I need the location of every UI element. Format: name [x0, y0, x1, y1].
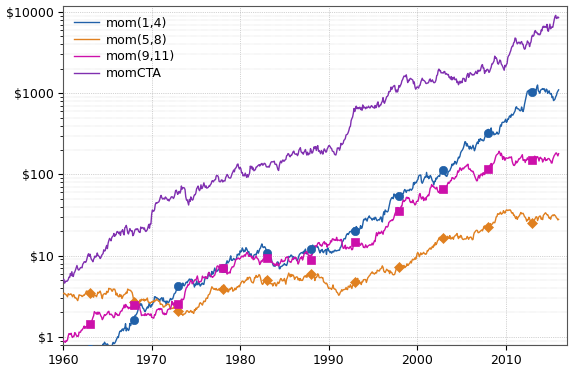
momCTA — [60, 278, 66, 282]
mom(9,11) — [496, 149, 503, 153]
mom(1,4) — [349, 231, 356, 235]
mom(1,4) — [462, 140, 469, 144]
mom(1,4) — [60, 371, 67, 373]
mom(1,4) — [551, 98, 558, 102]
mom(5,8) — [349, 283, 356, 288]
mom(5,8) — [60, 291, 66, 295]
momCTA — [550, 21, 557, 26]
momCTA — [462, 79, 469, 84]
mom(9,11) — [510, 163, 517, 167]
momCTA — [552, 13, 559, 18]
mom(5,8) — [551, 213, 558, 217]
mom(9,11) — [384, 223, 391, 228]
mom(9,11) — [62, 340, 69, 345]
mom(9,11) — [349, 247, 356, 251]
mom(5,8) — [555, 217, 562, 222]
Line: momCTA: momCTA — [63, 15, 559, 283]
momCTA — [555, 16, 562, 20]
Line: mom(9,11): mom(9,11) — [63, 151, 559, 342]
mom(1,4) — [60, 368, 66, 372]
momCTA — [384, 93, 391, 97]
momCTA — [61, 281, 68, 285]
mom(1,4) — [509, 113, 516, 117]
mom(5,8) — [384, 269, 391, 273]
mom(9,11) — [446, 180, 453, 184]
mom(1,4) — [555, 88, 562, 92]
mom(5,8) — [510, 213, 517, 217]
mom(1,4) — [534, 83, 541, 87]
mom(1,4) — [446, 169, 453, 173]
mom(9,11) — [551, 153, 558, 158]
momCTA — [509, 44, 516, 48]
mom(9,11) — [60, 338, 66, 342]
mom(5,8) — [446, 233, 453, 238]
mom(9,11) — [555, 151, 562, 156]
mom(5,8) — [462, 236, 469, 241]
momCTA — [446, 75, 453, 79]
mom(1,4) — [384, 209, 391, 213]
Legend: mom(1,4), mom(5,8), mom(9,11), momCTA: mom(1,4), mom(5,8), mom(9,11), momCTA — [69, 12, 180, 85]
mom(9,11) — [462, 164, 469, 169]
mom(5,8) — [507, 207, 513, 212]
mom(5,8) — [179, 313, 186, 318]
Line: mom(5,8): mom(5,8) — [63, 210, 559, 316]
momCTA — [349, 115, 356, 119]
Line: mom(1,4): mom(1,4) — [63, 85, 559, 373]
